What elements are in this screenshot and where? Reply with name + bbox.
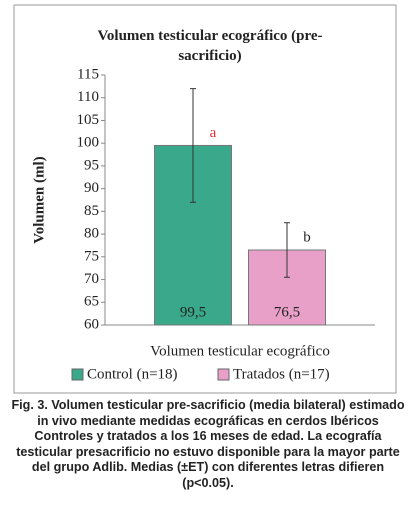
y-tick-label: 65	[84, 294, 99, 310]
y-tick-label: 60	[84, 316, 99, 332]
y-tick-label: 115	[77, 66, 99, 82]
value-label: 99,5	[180, 304, 206, 320]
y-tick-label: 70	[84, 271, 99, 287]
legend-label: Control (n=18)	[87, 366, 178, 382]
y-tick-label: 100	[77, 135, 100, 151]
annotation: a	[210, 125, 217, 141]
y-tick-label: 105	[77, 112, 100, 128]
y-tick-label: 95	[84, 157, 99, 173]
y-axis-label: Volumen (ml)	[31, 156, 47, 243]
caption: Fig. 3. Volumen testicular pre-sacrifici…	[11, 398, 405, 490]
x-axis-label: Volumen testicular ecográfico	[150, 343, 330, 359]
legend-swatch	[71, 368, 84, 381]
value-label: 76,5	[274, 304, 300, 320]
y-tick-label: 110	[77, 89, 99, 105]
y-tick-label: 85	[84, 203, 99, 219]
y-tick-label: 90	[84, 180, 99, 196]
annotation: b	[303, 229, 311, 245]
chart-title: Volumen testicular ecográfico (pre-sacri…	[97, 28, 323, 64]
y-tick-label: 75	[84, 248, 99, 264]
legend-label: Tratados (n=17)	[233, 366, 330, 382]
legend-swatch	[217, 368, 230, 381]
y-tick-label: 80	[84, 226, 99, 242]
chart: Volumen (ml) Volumen testicular ecográfi…	[13, 4, 397, 394]
